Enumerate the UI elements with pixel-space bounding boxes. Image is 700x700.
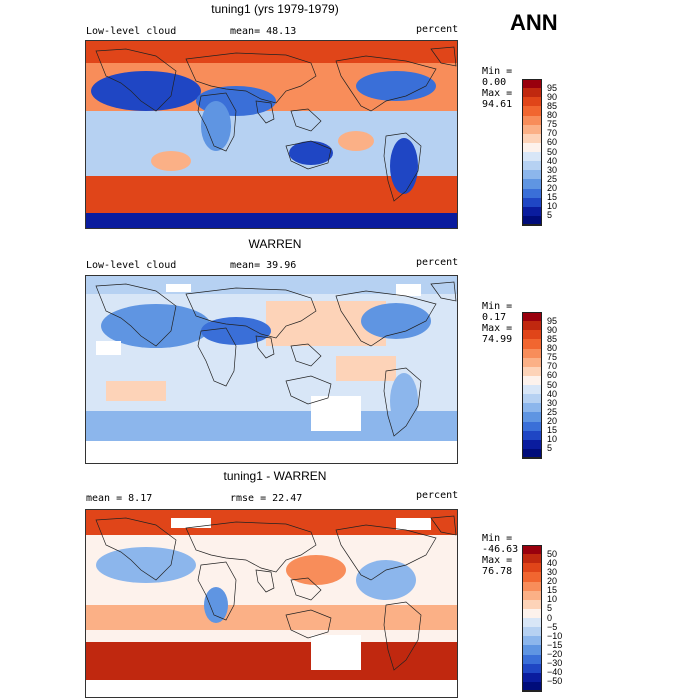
panel1-variable-label: Low-level cloud	[86, 26, 177, 37]
colorbar-tick-label: 85	[547, 100, 558, 111]
colorbar-tick-label: 15	[547, 192, 558, 203]
colorbar-tick-label: 25	[547, 173, 558, 184]
colorbar-tick-label: 80	[547, 343, 558, 353]
colorbar-tick-label: 15	[547, 585, 558, 596]
colorbar-tick-label: 50	[547, 548, 558, 559]
colorbar-tick-label: 25	[547, 406, 558, 417]
colorbar-tick-label: 5	[547, 443, 553, 454]
colorbar-tick-label: 15	[547, 425, 558, 436]
colorbar-swatch	[522, 681, 542, 692]
panel2-variable-label: Low-level cloud	[86, 260, 177, 271]
colorbar-tick-label: 5	[547, 603, 553, 614]
colorbar-tick-label: 95	[547, 315, 558, 326]
panel3-max-label: Max =	[482, 555, 513, 566]
colorbar-tick-label: 75	[547, 119, 558, 130]
panel1-title: tuning1 (yrs 1979-1979)	[211, 2, 339, 16]
panel1-mean-label: mean=	[230, 26, 261, 37]
colorbar-tick-label: 5	[547, 210, 553, 221]
colorbar-swatch	[522, 448, 542, 459]
colorbar-tick-label: 40	[547, 557, 558, 568]
panel2-title: WARREN	[248, 237, 302, 251]
panel3-mean-label: mean =	[86, 493, 123, 504]
panel2-units: percent	[416, 257, 459, 268]
colorbar-tick-label: −50	[547, 676, 563, 687]
panel2-colorbar: 95 90 85 80 75 70 60 50 40 30 25 20 15 10 5	[522, 312, 582, 459]
panel1-colorbar: 95 90 85 80 75 70 60 50 40 30 25 20 15 10 5	[522, 79, 582, 226]
colorbar-tick-label: 10	[547, 201, 558, 212]
colorbar-tick-label: 80	[547, 110, 558, 120]
colorbar-tick-label: 20	[547, 576, 558, 586]
colorbar-tick-label: 10	[547, 434, 558, 445]
panel3-title: tuning1 - WARREN	[223, 469, 327, 483]
panel2-min-value: 0.17	[482, 312, 507, 323]
colorbar-tick-label: 95	[547, 82, 558, 93]
panel2-max-value: 74.99	[482, 334, 513, 345]
colorbar-tick-label: 50	[547, 379, 558, 390]
panel2-max-label: Max =	[482, 323, 513, 334]
colorbar-tick-label: 60	[547, 137, 558, 148]
colorbar-tick-label: 40	[547, 155, 558, 166]
panel1-mean-value: 48.13	[266, 26, 297, 37]
colorbar-tick-label: −5	[547, 621, 558, 632]
panel2-min-label: Min =	[482, 301, 513, 312]
panel3-units: percent	[416, 490, 459, 501]
colorbar-tick-label: 20	[547, 416, 558, 426]
colorbar-tick-label: 30	[547, 164, 558, 175]
colorbar-tick-label: 75	[547, 352, 558, 363]
panel3-rmse-label: rmse =	[230, 493, 267, 504]
colorbar-tick-label: 60	[547, 370, 558, 381]
colorbar-tick-label: −30	[547, 658, 563, 669]
panel1-max-value: 94.61	[482, 99, 513, 110]
colorbar-tick-label: 40	[547, 388, 558, 399]
colorbar-tick-label: 90	[547, 91, 558, 102]
colorbar-swatch	[522, 215, 542, 226]
panel1-map	[85, 40, 458, 229]
panel3-min-value: -46.63	[482, 544, 519, 555]
colorbar-frame	[522, 79, 542, 225]
panel2-map	[85, 275, 458, 464]
panel3-rmse-value: 22.47	[272, 493, 303, 504]
colorbar-tick-label: −10	[547, 630, 563, 641]
colorbar-tick-label: 20	[547, 183, 558, 193]
colorbar-tick-label: 70	[547, 361, 558, 372]
colorbar-tick-label: −40	[547, 667, 563, 678]
colorbar-tick-label: −15	[547, 639, 563, 650]
panel1-min-label: Min =	[482, 66, 513, 77]
panel3-map	[85, 509, 458, 698]
panel3-max-value: 76.78	[482, 566, 513, 577]
colorbar-tick-label: 90	[547, 324, 558, 335]
season-label: ANN	[510, 10, 558, 35]
colorbar-tick-label: 30	[547, 566, 558, 577]
panel1-units: percent	[416, 24, 459, 35]
colorbar-tick-label: 0	[547, 612, 553, 623]
panel3-mean-value: 8.17	[128, 493, 153, 504]
colorbar-tick-label: −20	[547, 649, 563, 659]
panel3-min-label: Min =	[482, 533, 513, 544]
panel2-mean-label: mean=	[230, 260, 261, 271]
colorbar-tick-label: 30	[547, 397, 558, 408]
colorbar-tick-label: 10	[547, 594, 558, 605]
panel2-mean-value: 39.96	[266, 260, 297, 271]
panel3-colorbar: 50 40 30 20 15 10 5 0 −5 −10 −15 −20 −30 −40 −50	[522, 545, 582, 692]
colorbar-frame	[522, 312, 542, 458]
panel1-min-value: 0.00	[482, 77, 507, 88]
colorbar-tick-label: 70	[547, 128, 558, 139]
panel1-max-label: Max =	[482, 88, 513, 99]
colorbar-tick-label: 50	[547, 146, 558, 157]
colorbar-frame	[522, 545, 542, 691]
colorbar-tick-label: 85	[547, 333, 558, 344]
